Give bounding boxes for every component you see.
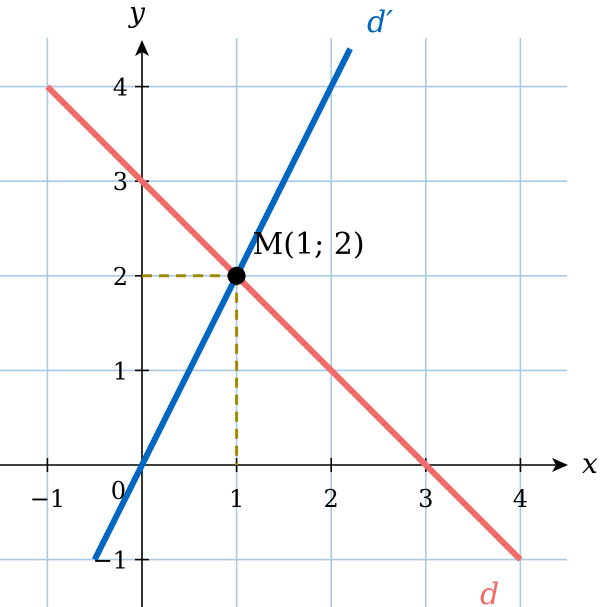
- y-tick-label: 1: [113, 357, 128, 385]
- x-tick-label: 3: [418, 485, 433, 513]
- y-axis-arrow: [135, 40, 149, 56]
- y-tick-label: −1: [93, 547, 128, 575]
- annotations: x y d d′ M(1; 2): [127, 0, 598, 607]
- x-tick-label: 4: [513, 485, 528, 513]
- series-line-d-prime: [92, 47, 353, 561]
- guide-lines: [142, 274, 239, 465]
- tick-labels: −1 1 2 3 4 −1 1 2 3 4 0: [30, 74, 528, 575]
- point-m-label: M(1; 2): [253, 227, 365, 262]
- y-tick-label: 3: [113, 168, 128, 196]
- y-tick-label: 4: [113, 74, 128, 102]
- point-m: [227, 266, 246, 285]
- x-axis-arrow: [552, 458, 568, 472]
- y-tick-label: 2: [113, 263, 128, 291]
- x-axis-label: x: [582, 447, 598, 480]
- line-label-d: d: [480, 577, 499, 607]
- x-tick-label: 1: [229, 485, 244, 513]
- origin-label: 0: [111, 477, 126, 505]
- x-tick-label: −1: [30, 485, 65, 513]
- axes: [0, 40, 568, 607]
- x-tick-label: 2: [324, 485, 339, 513]
- line-label-d-prime: d′: [367, 5, 393, 40]
- y-axis-label: y: [127, 0, 146, 29]
- series-lines: [45, 47, 523, 562]
- series-line-d: [45, 84, 523, 562]
